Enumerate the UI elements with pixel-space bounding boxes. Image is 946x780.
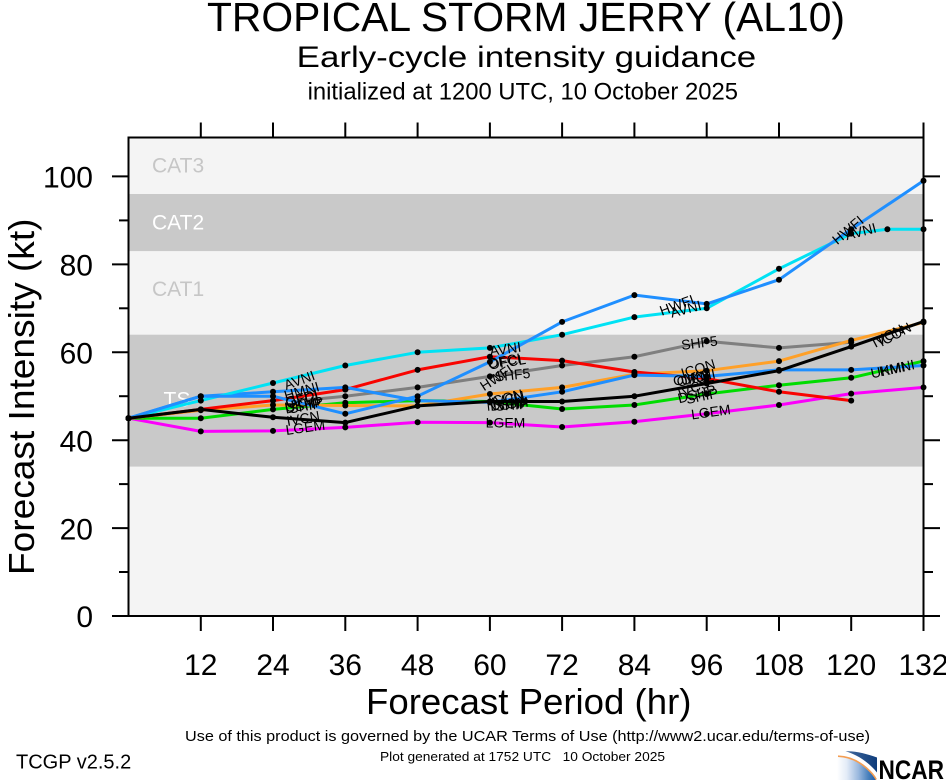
svg-text:AVNI: AVNI — [489, 339, 523, 359]
svg-text:LGEM: LGEM — [285, 417, 327, 438]
svg-text:UKMI: UKMI — [283, 392, 321, 415]
svg-text:96: 96 — [690, 649, 723, 682]
svg-text:IVCN: IVCN — [490, 387, 526, 410]
svg-text:Early-cycle intensity guidance: Early-cycle intensity guidance — [297, 41, 756, 74]
svg-text:40: 40 — [60, 425, 93, 458]
svg-text:108: 108 — [754, 649, 804, 682]
svg-text:120: 120 — [826, 649, 876, 682]
svg-text:TCGP v2.5.2: TCGP v2.5.2 — [16, 752, 131, 774]
svg-text:DSHP: DSHP — [489, 395, 529, 414]
svg-text:OFCI: OFCI — [486, 350, 522, 372]
svg-text:CAT1: CAT1 — [152, 278, 204, 301]
svg-text:84: 84 — [618, 649, 651, 682]
svg-text:48: 48 — [401, 649, 434, 682]
svg-text:20: 20 — [60, 513, 93, 546]
svg-text:DSHP: DSHP — [283, 393, 324, 417]
svg-text:CAT3: CAT3 — [152, 155, 204, 178]
svg-text:SHIP: SHIP — [684, 385, 719, 407]
svg-text:132: 132 — [898, 649, 946, 682]
svg-text:UKMI: UKMI — [679, 365, 717, 388]
svg-text:Forecast Period (hr): Forecast Period (hr) — [366, 681, 692, 722]
svg-text:TROPICAL STORM JERRY (AL10): TROPICAL STORM JERRY (AL10) — [207, 0, 845, 40]
svg-text:100: 100 — [43, 162, 93, 195]
svg-text:36: 36 — [329, 649, 362, 682]
svg-text:60: 60 — [60, 338, 93, 371]
svg-text:Use of this product is governe: Use of this product is governed by the U… — [185, 728, 870, 745]
svg-text:SHIP: SHIP — [288, 395, 323, 416]
svg-text:LGEM: LGEM — [486, 415, 526, 431]
svg-text:SHIP: SHIP — [495, 396, 529, 414]
svg-text:initialized at 1200 UTC, 10 Oc: initialized at 1200 UTC, 10 October 2025 — [308, 79, 738, 106]
svg-text:24: 24 — [256, 649, 289, 682]
svg-text:LGEM: LGEM — [690, 401, 732, 422]
svg-text:SHP5: SHP5 — [680, 333, 718, 353]
svg-text:72: 72 — [545, 649, 578, 682]
svg-text:OFCL: OFCL — [676, 368, 716, 390]
svg-text:60: 60 — [473, 649, 506, 682]
svg-text:HMNI: HMNI — [878, 356, 916, 379]
svg-text:CAT2: CAT2 — [152, 212, 204, 235]
svg-text:UKMI: UKMI — [869, 358, 907, 381]
svg-text:Forecast Intensity (kt): Forecast Intensity (kt) — [1, 219, 42, 576]
svg-text:SHF5: SHF5 — [494, 365, 531, 385]
svg-text:OMNI: OMNI — [672, 367, 711, 389]
svg-text:Plot generated at 1752 UTC 1: Plot generated at 1752 UTC 10 October 20… — [380, 749, 665, 764]
svg-text:12: 12 — [184, 649, 217, 682]
svg-text:NVGM: NVGM — [486, 394, 529, 414]
svg-text:OFCL: OFCL — [488, 351, 528, 373]
svg-text:AVNI: AVNI — [668, 297, 703, 321]
svg-text:0: 0 — [76, 601, 93, 634]
svg-text:AVNI: AVNI — [843, 220, 878, 244]
svg-text:IVCN: IVCN — [285, 407, 321, 429]
svg-text:NCAR: NCAR — [879, 755, 945, 780]
svg-text:80: 80 — [60, 250, 93, 283]
